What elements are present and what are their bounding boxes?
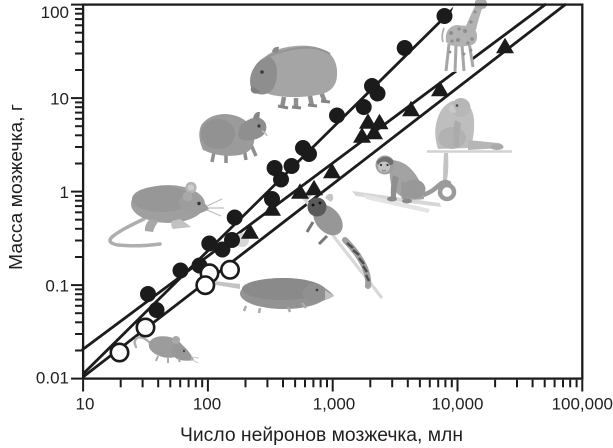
- svg-text:100: 100: [41, 3, 69, 22]
- svg-text:10,000: 10,000: [432, 395, 484, 414]
- svg-text:0.01: 0.01: [36, 369, 69, 388]
- svg-text:10: 10: [50, 89, 69, 108]
- svg-text:0.1: 0.1: [45, 276, 69, 295]
- svg-text:Число нейронов мозжечка, млн: Число нейронов мозжечка, млн: [180, 425, 463, 446]
- svg-text:1: 1: [60, 183, 69, 202]
- svg-text:10: 10: [76, 395, 95, 414]
- svg-text:Масса мозжечка, г: Масса мозжечка, г: [6, 104, 26, 270]
- svg-text:1,000: 1,000: [313, 395, 356, 414]
- svg-text:100: 100: [193, 395, 221, 414]
- svg-text:100,000: 100,000: [552, 395, 613, 414]
